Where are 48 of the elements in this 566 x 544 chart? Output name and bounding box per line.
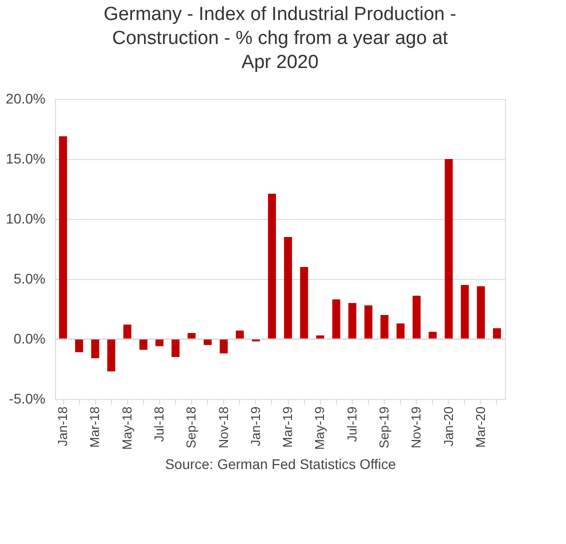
bar — [300, 267, 308, 339]
bar — [59, 136, 68, 339]
y-tick-label: 0.0% — [14, 330, 46, 346]
x-tick-label: Nov-18 — [216, 406, 231, 448]
x-tick-label: May-18 — [119, 406, 134, 450]
y-tick-label: 10.0% — [6, 210, 46, 226]
x-tick-label: Mar-20 — [472, 406, 488, 448]
bar — [284, 237, 292, 339]
x-tick-label: Mar-19 — [280, 406, 296, 448]
bar — [428, 332, 437, 339]
x-tick-label: Jan-20 — [440, 406, 456, 446]
bar — [204, 339, 212, 345]
x-tick-label: Nov-19 — [408, 406, 424, 448]
bar — [412, 296, 421, 339]
bar — [364, 305, 372, 339]
bar — [139, 339, 148, 350]
bar — [268, 194, 276, 339]
source-note: Source: German Fed Statistics Office — [165, 456, 396, 472]
x-tick-label: Jul-19 — [344, 406, 360, 442]
bar — [107, 339, 116, 372]
bar — [348, 303, 356, 339]
bar — [75, 339, 84, 352]
bar — [492, 328, 501, 339]
y-tick-label: 20.0% — [6, 90, 46, 106]
bar — [172, 339, 180, 357]
bar — [91, 339, 100, 358]
bar — [332, 299, 340, 339]
bar — [396, 323, 405, 339]
bar — [236, 330, 244, 339]
bar — [380, 315, 388, 339]
x-tick-label: Jul-18 — [151, 406, 166, 442]
x-tick-label: Sep-18 — [184, 406, 199, 448]
bar — [123, 324, 132, 339]
bar — [155, 339, 164, 346]
bar — [220, 339, 228, 354]
x-tick-label: Mar-18 — [87, 406, 102, 448]
x-tick-label: Jan-18 — [55, 406, 70, 446]
x-tick-label: May-19 — [312, 406, 328, 450]
x-tick-label: Jan-19 — [248, 406, 263, 446]
chart-title: Germany - Index of Industrial Production - Construction - % chg from a year ago at Apr 2020 — [104, 4, 456, 73]
y-tick-label: 15.0% — [6, 150, 46, 166]
y-tick-label: -5.0% — [8, 390, 46, 406]
bar — [476, 286, 485, 339]
bar — [444, 159, 453, 339]
x-tick-label: Sep-19 — [376, 406, 392, 448]
y-tick-label: 5.0% — [14, 270, 46, 286]
bar — [188, 333, 196, 339]
bar — [460, 285, 469, 339]
